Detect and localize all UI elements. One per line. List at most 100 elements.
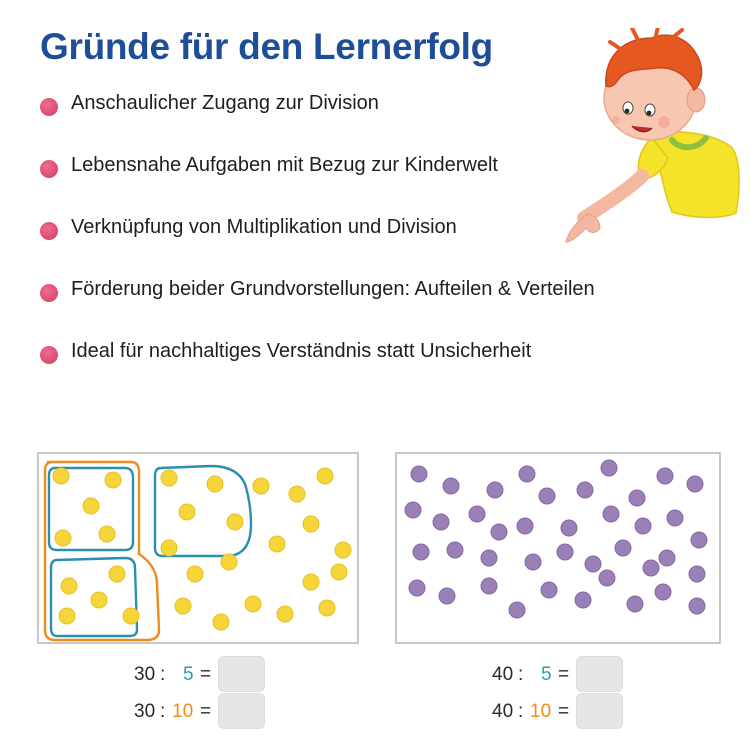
bullet-dot-icon [40, 98, 58, 116]
purple-dot [432, 513, 450, 531]
yellow-dot [186, 565, 204, 583]
yellow-dot [302, 573, 320, 591]
purple-dot [446, 541, 464, 559]
yellow-dot [334, 541, 352, 559]
yellow-dot [52, 467, 70, 485]
yellow-dot [90, 591, 108, 609]
yellow-dot [60, 577, 78, 595]
purple-dot [688, 597, 706, 615]
equation-dividend: 40 [492, 701, 514, 722]
bullet-dot-icon [40, 284, 58, 302]
bullet-dot-icon [40, 346, 58, 364]
page-title: Gründe für den Lernerfolg [40, 26, 493, 67]
purple-dot [574, 591, 592, 609]
yellow-dot [268, 535, 286, 553]
purple-dot [404, 501, 422, 519]
boy-arm [577, 169, 649, 225]
yellow-dot [318, 599, 336, 617]
equation-equals: = [558, 664, 570, 685]
yellow-dot [244, 595, 262, 613]
equation-row: 40 : 10 = [492, 693, 632, 729]
equation-equals: = [558, 701, 570, 722]
purple-dot [540, 581, 558, 599]
purple-dot [602, 505, 620, 523]
yellow-dot [226, 513, 244, 531]
purple-dot [628, 489, 646, 507]
equation-dividend: 40 [492, 664, 514, 685]
equation-equals: = [200, 701, 212, 722]
purple-dot [524, 553, 542, 571]
equation-equals: = [200, 664, 212, 685]
purple-dot [490, 523, 508, 541]
purple-dot [538, 487, 556, 505]
equation-dividend: 30 [134, 664, 156, 685]
equation-operator: : [518, 701, 524, 722]
yellow-dot [122, 607, 140, 625]
list-item-text: Ideal für nachhaltiges Verständnis statt… [71, 340, 532, 362]
yellow-dot [58, 607, 76, 625]
boy-mouth [631, 125, 653, 133]
yellow-dot [220, 553, 238, 571]
boy-ear [686, 87, 706, 113]
yellow-dot [104, 471, 122, 489]
equation-divisor: 5 [541, 664, 552, 685]
purple-dot [658, 549, 676, 567]
yellow-dot [206, 475, 224, 493]
list-item-text: Förderung beider Grundvorstellungen: Auf… [71, 278, 595, 300]
blue-group-outline-top-left [47, 466, 135, 552]
answer-input-box[interactable] [576, 693, 623, 729]
answer-input-box[interactable] [576, 656, 623, 692]
boy-hand [565, 213, 601, 243]
purple-dot [480, 577, 498, 595]
equation-divisor: 10 [530, 701, 552, 722]
purple-dot [654, 583, 672, 601]
yellow-dots-canvas [43, 460, 352, 642]
purple-dot [468, 505, 486, 523]
yellow-dot [98, 525, 116, 543]
answer-input-box[interactable] [218, 693, 265, 729]
purple-dot [690, 531, 708, 549]
purple-dot [412, 543, 430, 561]
yellow-dots-panel [37, 452, 359, 644]
orange-group-outline [43, 460, 161, 642]
purple-dot [438, 587, 456, 605]
purple-dot [480, 549, 498, 567]
yellow-dot [288, 485, 306, 503]
purple-dot [598, 569, 616, 587]
yellow-dot [82, 497, 100, 515]
purple-dot [634, 517, 652, 535]
equation-operator: : [160, 664, 166, 685]
yellow-dot [160, 539, 178, 557]
pointing-boy-illustration [565, 28, 740, 243]
purple-dot [686, 475, 704, 493]
equation-row: 30 : 10 = [134, 693, 274, 729]
equation-row: 30 : 5 = [134, 656, 274, 692]
yellow-dot [54, 529, 72, 547]
list-item-text: Anschaulicher Zugang zur Division [71, 92, 379, 114]
purple-dot [614, 539, 632, 557]
yellow-dot [174, 597, 192, 615]
purple-dot [560, 519, 578, 537]
yellow-dot [178, 503, 196, 521]
purple-dot [508, 601, 526, 619]
purple-dot [626, 595, 644, 613]
equation-divisor: 10 [172, 701, 194, 722]
yellow-dot [160, 469, 178, 487]
equation-divisor: 5 [183, 664, 194, 685]
answer-input-box[interactable] [218, 656, 265, 692]
list-item-text: Verknüpfung von Multiplikation und Divis… [71, 216, 457, 238]
purple-dot [584, 555, 602, 573]
purple-dot [516, 517, 534, 535]
yellow-dot [330, 563, 348, 581]
boy-hair [605, 34, 703, 92]
purple-dots-canvas [404, 459, 708, 619]
equation-row: 40 : 5 = [492, 656, 632, 692]
boy-collar [669, 135, 709, 151]
purple-dots-panel [395, 452, 721, 644]
purple-dot [642, 559, 660, 577]
yellow-dot [302, 515, 320, 533]
yellow-dot [212, 613, 230, 631]
purple-dot [600, 459, 618, 477]
yellow-dot [316, 467, 334, 485]
blue-group-outline-top-middle [153, 464, 253, 558]
